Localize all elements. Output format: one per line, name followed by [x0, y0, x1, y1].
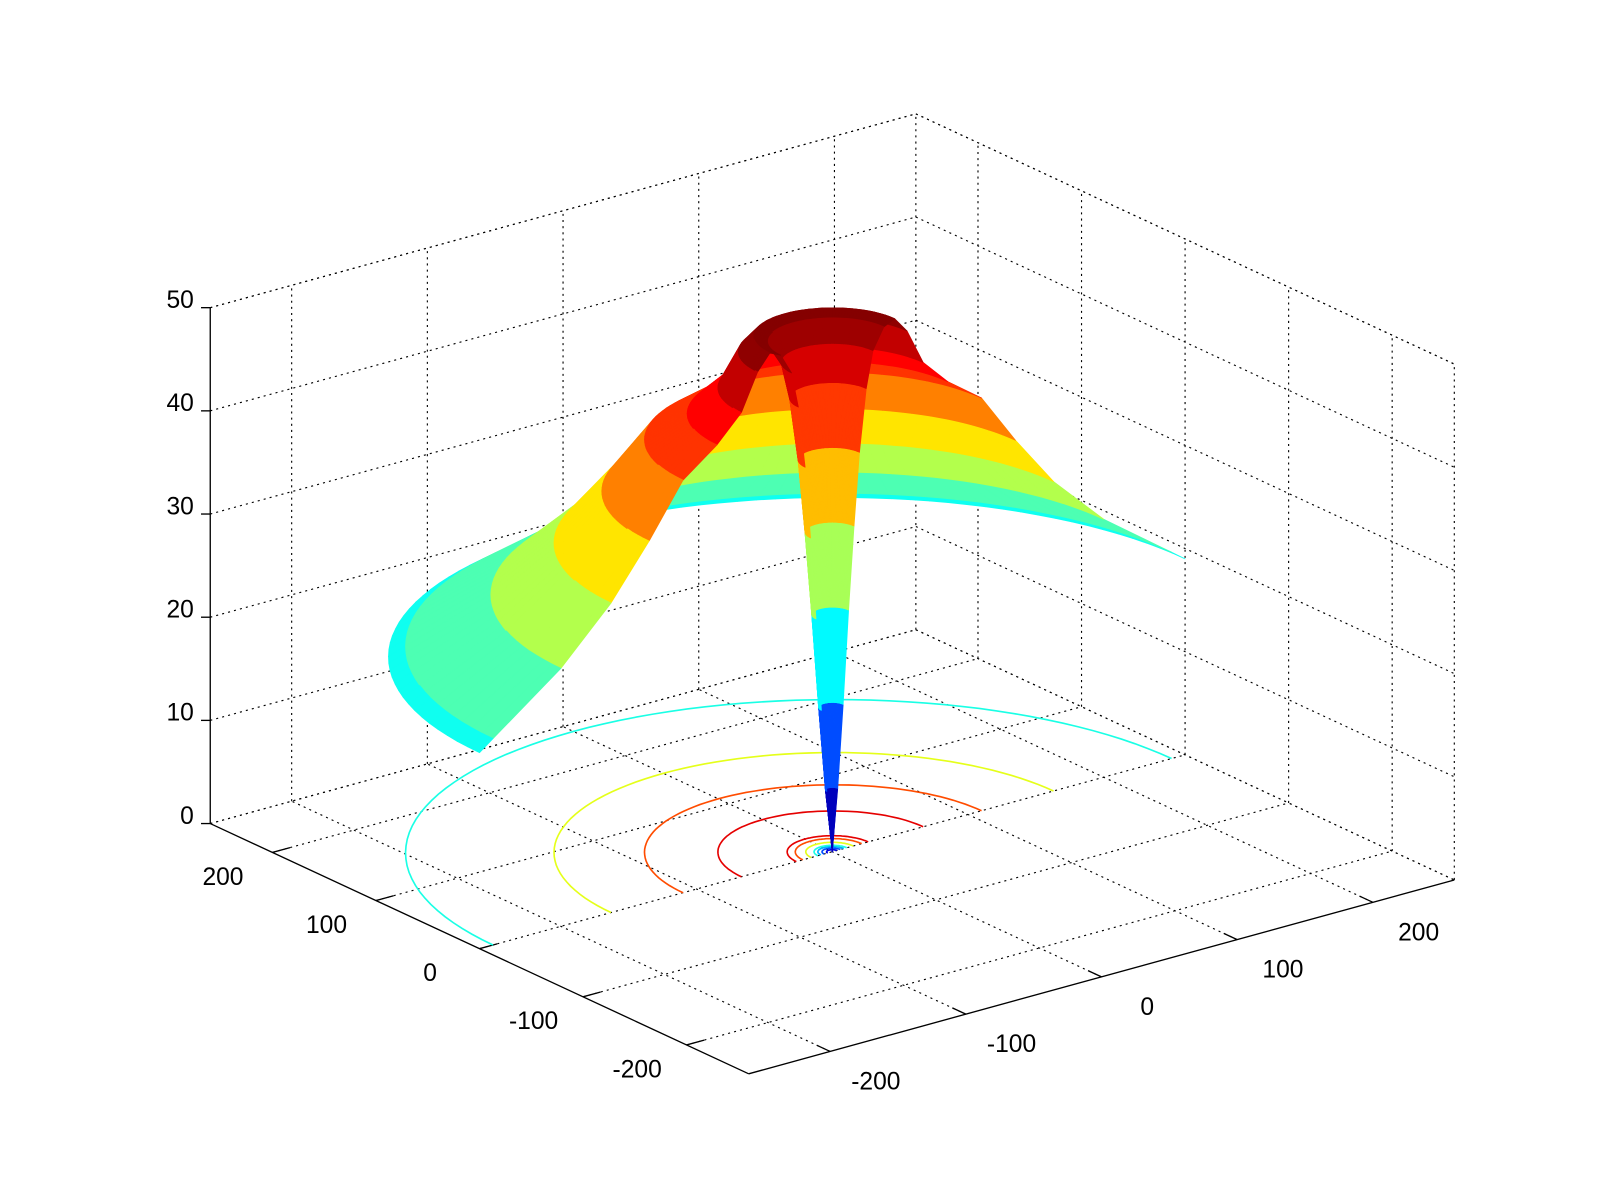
- box-edge: [915, 629, 1455, 881]
- x-tick: [1087, 970, 1102, 978]
- grid-line: [479, 754, 1186, 950]
- grid-line: [915, 526, 1455, 778]
- y-tick-label: -200: [613, 1056, 662, 1083]
- grid-line: [210, 525, 917, 721]
- contour-line: [821, 847, 841, 855]
- surface: [388, 307, 1186, 853]
- contour-line: [813, 844, 848, 857]
- x-tick: [816, 1044, 831, 1053]
- z-tick-label: 40: [166, 390, 193, 417]
- x-tick: [1359, 895, 1374, 903]
- z-tick-label: 50: [166, 287, 193, 314]
- grid-line: [582, 802, 1289, 998]
- z-tick-label: 10: [166, 700, 193, 727]
- box-edge: [915, 113, 1455, 365]
- x-tick-label: 200: [1398, 919, 1439, 946]
- y-tick-label: 200: [202, 864, 243, 891]
- contour-line: [794, 837, 863, 861]
- contour-line: [786, 834, 869, 863]
- grid-line: [915, 216, 1455, 468]
- contour-line: [816, 845, 844, 856]
- x-tick: [1223, 932, 1238, 941]
- box-edge: [210, 113, 917, 309]
- z-tick-label: 0: [180, 803, 194, 830]
- plot-area: 0 10 20 30 40 50 -200 -100 0 100 200 -200 -100 0 100 20…: [166, 113, 1455, 1095]
- contour-line: [804, 841, 854, 859]
- surface-patch: [871, 325, 885, 351]
- y-tick: [479, 943, 498, 950]
- contour-line: [717, 810, 924, 878]
- y-tick: [582, 991, 601, 998]
- x-tick: [952, 1007, 967, 1015]
- z-tick-label: 30: [166, 493, 193, 520]
- y-tick-label: 0: [423, 960, 437, 987]
- box-edge: [210, 629, 917, 825]
- contour-line: [643, 783, 982, 894]
- grid-line: [210, 216, 917, 412]
- x-tick-label: -200: [851, 1068, 900, 1095]
- y-tick: [686, 1039, 705, 1046]
- y-tick-label: 100: [306, 912, 347, 939]
- y-tick: [272, 846, 291, 854]
- grid-line: [427, 763, 967, 1015]
- grid-line: [291, 800, 831, 1052]
- y-tick: [375, 895, 394, 902]
- contour-line: [825, 848, 838, 854]
- x-tick-label: 0: [1140, 994, 1154, 1021]
- z-tick-label: 20: [166, 597, 193, 624]
- grid-line: [686, 850, 1393, 1046]
- contour-line: [404, 698, 1172, 946]
- grid-line: [915, 319, 1455, 571]
- contour-line: [553, 751, 1054, 914]
- grid-line: [272, 658, 979, 853]
- grid-line: [375, 706, 1082, 902]
- y-tick-label: -100: [509, 1008, 558, 1035]
- surface-patch: [467, 732, 494, 754]
- x-tick-label: 100: [1262, 957, 1303, 984]
- x-tick-label: -100: [987, 1031, 1036, 1058]
